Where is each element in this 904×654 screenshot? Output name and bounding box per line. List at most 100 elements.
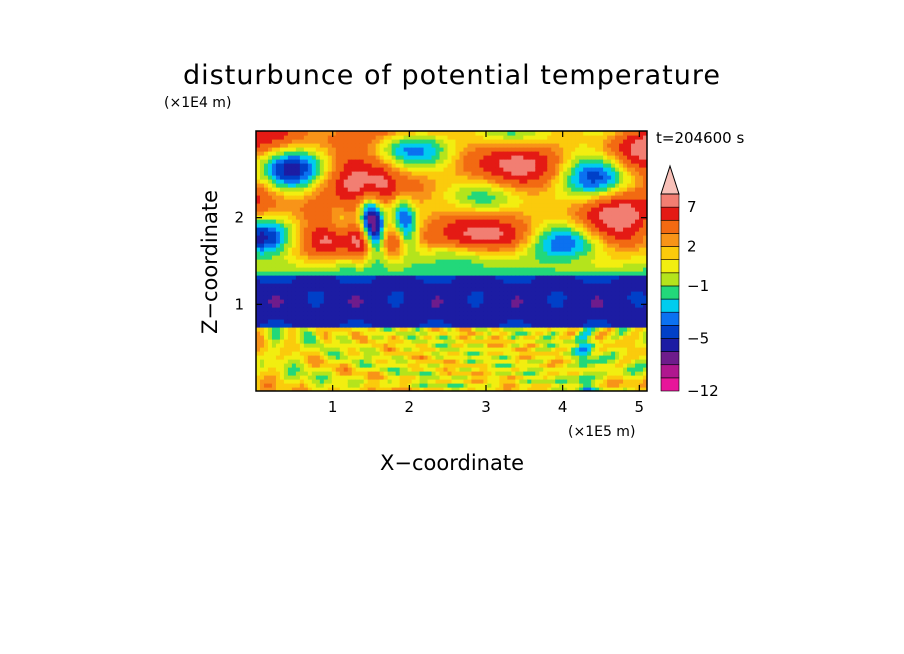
- field-cell: [559, 375, 564, 380]
- field-cell: [503, 147, 508, 152]
- field-cell: [499, 311, 504, 316]
- field-cell: [375, 279, 381, 284]
- field-cell: [415, 335, 421, 340]
- field-cell: [507, 351, 512, 356]
- field-cell: [487, 331, 492, 336]
- field-cell: [451, 207, 457, 212]
- field-cell: [559, 295, 564, 300]
- field-cell: [467, 167, 473, 172]
- field-cell: [367, 379, 373, 384]
- field-cell: [291, 211, 297, 216]
- field-cell: [475, 239, 481, 244]
- field-cell: [311, 271, 317, 276]
- field-cell: [375, 335, 381, 340]
- field-cell: [515, 371, 520, 376]
- field-cell: [551, 203, 556, 208]
- field-cell: [499, 299, 504, 304]
- field-cell: [503, 215, 508, 220]
- field-cell: [467, 343, 473, 348]
- field-cell: [443, 211, 449, 216]
- field-cell: [387, 271, 393, 276]
- field-cell: [435, 163, 441, 168]
- field-cell: [535, 311, 540, 316]
- field-cell: [463, 255, 469, 260]
- field-cell: [547, 323, 552, 328]
- field-cell: [367, 283, 373, 288]
- field-cell: [523, 131, 528, 136]
- field-cell: [331, 355, 337, 360]
- field-cell: [256, 279, 261, 284]
- field-cell: [539, 371, 544, 376]
- field-cell: [256, 135, 261, 140]
- field-cell: [319, 331, 325, 336]
- field-cell: [503, 311, 508, 316]
- field-cell: [307, 195, 313, 200]
- field-cell: [363, 311, 369, 316]
- field-cell: [471, 131, 477, 136]
- field-cell: [363, 371, 369, 376]
- field-cell: [439, 151, 445, 156]
- field-cell: [351, 215, 357, 220]
- field-cell: [471, 163, 477, 168]
- field-cell: [395, 215, 401, 220]
- field-cell: [551, 299, 556, 304]
- field-cell: [431, 315, 437, 320]
- field-cell: [407, 247, 413, 252]
- field-cell: [259, 163, 265, 168]
- field-cell: [363, 135, 369, 140]
- field-cell: [275, 291, 281, 296]
- field-cell: [527, 143, 532, 148]
- field-cell: [415, 371, 421, 376]
- field-cell: [263, 339, 269, 344]
- field-cell: [551, 171, 556, 176]
- field-cell: [427, 327, 433, 332]
- field-cell: [263, 259, 269, 264]
- field-cell: [507, 187, 512, 192]
- field-cell: [375, 367, 381, 372]
- field-cell: [307, 139, 313, 144]
- field-cell: [375, 291, 381, 296]
- field-cell: [475, 131, 481, 136]
- field-cell: [499, 207, 504, 212]
- field-cell: [451, 339, 457, 344]
- field-cell: [435, 279, 441, 284]
- field-cell: [283, 315, 289, 320]
- field-cell: [303, 159, 309, 164]
- field-cell: [551, 287, 556, 292]
- field-cell: [439, 271, 445, 276]
- field-cell: [503, 167, 508, 172]
- field-cell: [403, 199, 409, 204]
- field-cell: [471, 315, 477, 320]
- field-cell: [399, 259, 405, 264]
- field-cell: [303, 303, 309, 308]
- field-cell: [287, 291, 293, 296]
- field-cell: [527, 203, 532, 208]
- field-cell: [407, 139, 413, 144]
- field-cell: [395, 199, 401, 204]
- field-cell: [311, 371, 317, 376]
- field-cell: [387, 339, 393, 344]
- field-cell: [487, 183, 492, 188]
- field-cell: [291, 259, 297, 264]
- field-cell: [271, 263, 277, 268]
- field-cell: [407, 267, 413, 272]
- field-cell: [399, 387, 405, 391]
- field-cell: [383, 211, 389, 216]
- field-cell: [379, 311, 385, 316]
- field-cell: [427, 295, 433, 300]
- field-cell: [359, 219, 365, 224]
- field-cell: [535, 227, 540, 232]
- field-cell: [295, 271, 301, 276]
- field-cell: [415, 323, 421, 328]
- field-cell: [375, 235, 381, 240]
- field-cell: [363, 307, 369, 312]
- field-cell: [287, 323, 293, 328]
- field-cell: [347, 163, 353, 168]
- field-cell: [515, 283, 520, 288]
- field-cell: [407, 239, 413, 244]
- field-cell: [467, 339, 473, 344]
- field-cell: [515, 171, 520, 176]
- field-cell: [331, 135, 337, 140]
- field-cell: [407, 363, 413, 368]
- field-cell: [395, 147, 401, 152]
